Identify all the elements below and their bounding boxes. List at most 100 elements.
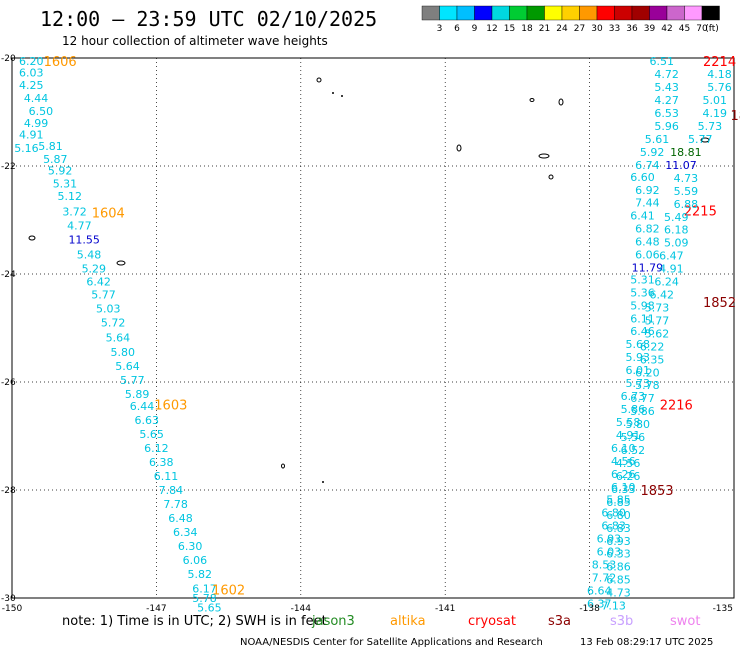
swh-value: 6.74 [635, 159, 660, 172]
swh-value: 4.73 [606, 587, 631, 600]
x-tick-label: -135 [713, 604, 733, 614]
island [548, 174, 554, 180]
swh-value: 4.91 [19, 129, 44, 142]
swh-value: 6.24 [654, 276, 679, 289]
swh-value: 5.96 [654, 120, 679, 133]
swh-value: 5.81 [38, 140, 63, 153]
swh-value: 11.55 [68, 233, 100, 246]
swh-value: 11.07 [665, 159, 697, 172]
swh-value: 6.10 [611, 481, 636, 494]
swh-value: 5.80 [625, 418, 650, 431]
swh-value: 6.50 [29, 105, 54, 118]
y-tick-label: -28 [1, 486, 16, 496]
swh-value: 6.18 [664, 224, 689, 237]
x-tick-label: -138 [579, 604, 600, 614]
y-tick-label: -30 [1, 594, 16, 604]
colorbar-swatch [614, 5, 633, 21]
swh-value: 6.11 [154, 470, 179, 483]
island [332, 92, 334, 94]
swh-value: 5.77 [120, 374, 145, 387]
colorbar-swatch [596, 5, 615, 21]
swh-value: 5.92 [640, 146, 665, 159]
swh-value: 5.65 [197, 602, 222, 615]
colorbar-swatch [544, 5, 563, 21]
swh-value: 6.38 [149, 456, 174, 469]
swh-value: 6.80 [606, 509, 631, 522]
swh-value: 6.10 [611, 442, 636, 455]
swh-value: 5.82 [187, 568, 212, 581]
colorbar-swatch [666, 5, 685, 21]
swh-value: 5.49 [664, 211, 689, 224]
swh-value: 6.03 [19, 67, 44, 80]
swh-value: 5.64 [106, 332, 131, 345]
swh-value: 6.52 [621, 444, 646, 457]
swh-value: 5.86 [621, 403, 646, 416]
colorbar-label: 70 [696, 24, 708, 34]
swh-value: 6.42 [650, 289, 675, 302]
swh-value: 5.85 [606, 494, 631, 507]
colorbar-label: 30 [591, 24, 603, 34]
time-label: 1606 [44, 55, 77, 70]
chart-title: 12:00 – 23:59 UTC 02/10/2025 [40, 7, 377, 31]
island [538, 153, 550, 159]
colorbar-label: 39 [644, 24, 656, 34]
swh-value: 5.72 [101, 317, 126, 330]
x-tick-label: -144 [291, 604, 312, 614]
colorbar-swatch [526, 5, 545, 21]
island [558, 98, 564, 106]
swh-value: 7.13 [601, 600, 626, 613]
island-outlines [28, 77, 710, 483]
legend-entry: altika [390, 614, 426, 629]
island [700, 137, 710, 143]
swh-value: 5.62 [645, 327, 670, 340]
swh-value: 5.73 [625, 377, 650, 390]
time-label: 2216 [660, 399, 693, 414]
swh-value: 5.61 [645, 133, 670, 146]
swh-value: 7.84 [159, 484, 184, 497]
x-tick-label: -150 [2, 604, 23, 614]
island [341, 95, 343, 97]
colorbar-swatch [491, 5, 510, 21]
swh-value: 6.47 [659, 250, 684, 263]
colorbar-label: 3 [437, 24, 443, 34]
legend-entry: jason3 [311, 614, 355, 629]
island [316, 77, 322, 83]
swh-value: 5.64 [115, 360, 140, 373]
axis-tick-labels: -150 -147 -144 -141 -138 -135 -20 -22 -24 -26 -28 -… [1, 54, 733, 614]
island [456, 144, 462, 152]
swh-value: 5.43 [654, 81, 679, 94]
swh-value: 6.85 [606, 496, 631, 509]
swh-value: 8.53 [592, 559, 617, 572]
swh-value: 4.99 [24, 117, 49, 130]
swh-value: 6.83 [601, 520, 626, 533]
swh-value: 5.87 [43, 153, 68, 166]
swh-value: 5.93 [625, 351, 650, 364]
swh-value: 5.56 [621, 431, 646, 444]
legend-entry: s3b [610, 614, 633, 629]
colorbar-label: 15 [504, 24, 515, 34]
swh-value: 6.44 [130, 400, 155, 413]
swh-value: 6.85 [606, 574, 631, 587]
swh-value: 5.29 [82, 263, 107, 276]
swh-value: 6.20 [19, 55, 44, 68]
swh-value: 6.93 [597, 533, 622, 546]
colorbar-label: 18 [521, 24, 533, 34]
colorbar-swatch [701, 5, 720, 21]
swh-value: 5.36 [630, 286, 655, 299]
swh-value: 5.58 [616, 416, 641, 429]
swh-value: 4.19 [702, 107, 727, 120]
island [322, 481, 324, 483]
swh-value: 5.78 [635, 379, 660, 392]
swh-value: 6.37 [587, 597, 612, 610]
swh-value: 6.82 [635, 223, 660, 236]
swh-value: 4.73 [674, 172, 699, 185]
footer-note: note: 1) Time is in UTC; 2) SWH is in fe… [62, 614, 327, 629]
swh-value: 4.91 [616, 429, 641, 442]
chart-grid [11, 57, 735, 599]
colorbar-label: 9 [472, 24, 478, 34]
swh-value: 6.64 [587, 584, 612, 597]
time-label: 1603 [154, 399, 187, 414]
swh-value: 6.53 [654, 107, 679, 120]
colorbar-unit: (ft) [705, 24, 719, 34]
